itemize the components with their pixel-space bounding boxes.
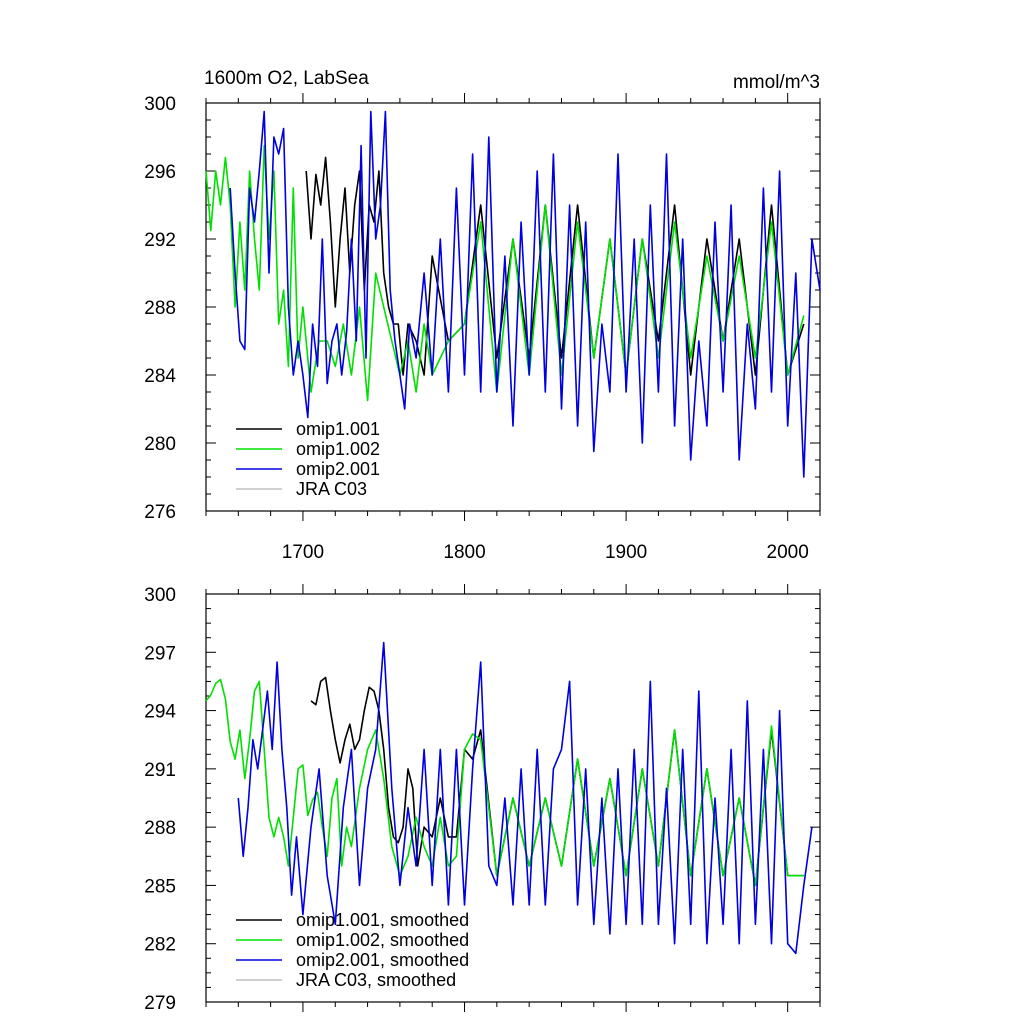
legend-label: omip1.001, smoothed — [296, 910, 469, 930]
y-tick-label: 294 — [144, 702, 176, 723]
panel-bottom: 279 282 285 288 291 294 297 300 omip1.001, smoo… — [144, 584, 821, 1014]
legend-label: omip1.002 — [296, 439, 380, 459]
series-line-omip1-002-smoothed — [205, 678, 804, 887]
ticks-bottom: 279 282 285 288 291 294 297 300 — [144, 584, 821, 1014]
y-tick-label: 279 — [144, 993, 176, 1014]
y-tick-label: 285 — [144, 876, 176, 897]
y-tick-label: 296 — [144, 162, 176, 183]
legend-label: omip1.002, smoothed — [296, 930, 469, 950]
y-tick-label: 297 — [144, 643, 176, 664]
legend-label: JRA C03, smoothed — [296, 970, 456, 990]
y-tick-label: 282 — [144, 935, 176, 956]
x-tick-label: 1800 — [443, 542, 485, 563]
y-tick-label: 300 — [144, 585, 176, 606]
x-tick-label: 2000 — [767, 542, 809, 563]
y-tick-label: 291 — [144, 760, 176, 781]
series-line-omip2-001 — [229, 110, 821, 478]
chart-title-top: 1600m O2, LabSea — [204, 68, 369, 89]
x-tick-label: 1900 — [605, 542, 647, 563]
y-tick-label: 292 — [144, 230, 176, 251]
legend-label: omip1.001 — [296, 419, 380, 439]
units-label-top: mmol/m^3 — [733, 72, 820, 93]
y-tick-label: 284 — [144, 366, 176, 387]
y-tick-label: 288 — [144, 818, 176, 839]
ticks-top: 276 280 284 288 292 296 300 1700 1800 1900 2000 — [144, 93, 821, 563]
y-tick-label: 288 — [144, 298, 176, 319]
legend-label: omip2.001 — [296, 459, 380, 479]
y-tick-label: 276 — [144, 502, 176, 523]
series-group-top — [205, 110, 821, 478]
legend-label: omip2.001, smoothed — [296, 950, 469, 970]
series-group-bottom — [205, 641, 813, 955]
y-tick-label: 300 — [144, 94, 176, 115]
panel-top: 1600m O2, LabSea mmol/m^3 276 280 284 288 29… — [144, 68, 821, 563]
y-tick-label: 280 — [144, 434, 176, 455]
series-line-omip1-002 — [205, 144, 805, 402]
x-tick-label: 1700 — [282, 542, 324, 563]
legend-label: JRA C03 — [296, 479, 367, 499]
series-line-omip2-001-smoothed — [237, 641, 813, 955]
